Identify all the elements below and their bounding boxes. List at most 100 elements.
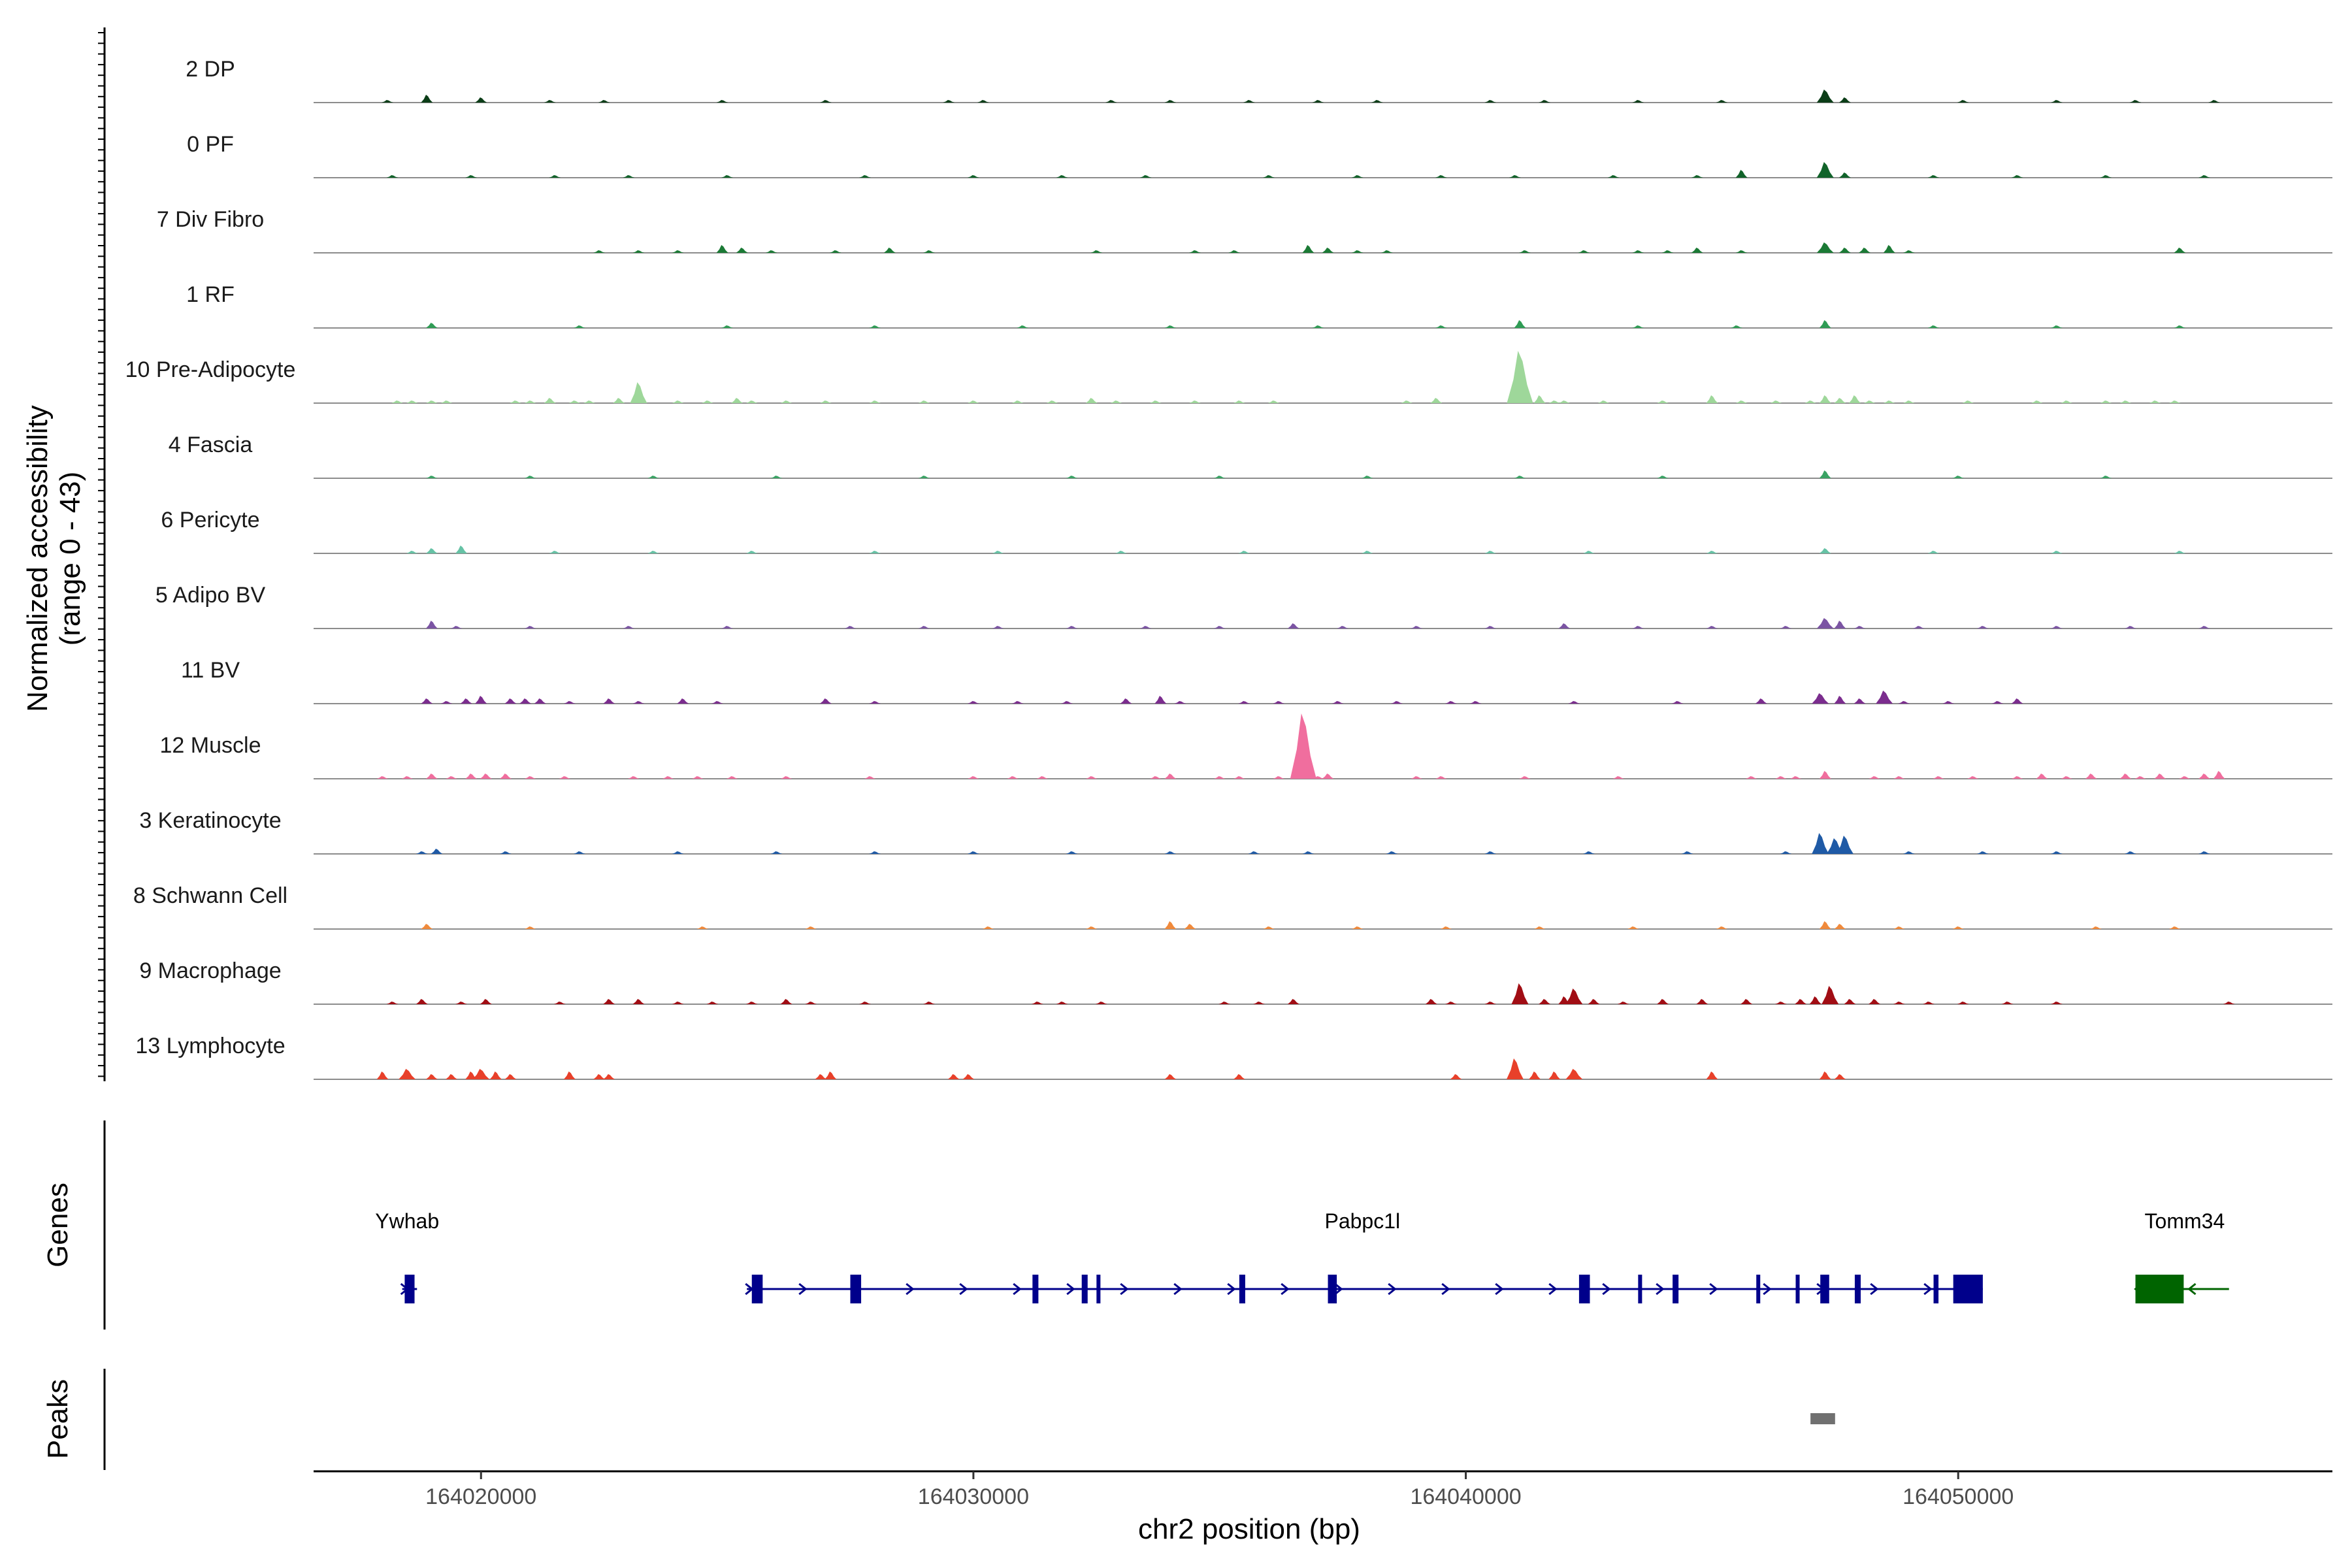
coverage-peak bbox=[1435, 776, 1447, 779]
coverage-peak bbox=[1322, 774, 1334, 779]
coverage-peak bbox=[869, 325, 881, 328]
coverage-peak bbox=[962, 1074, 975, 1079]
track-label: 4 Fascia bbox=[169, 433, 253, 457]
coverage-peak bbox=[1991, 701, 2004, 704]
coverage-peak bbox=[1903, 851, 1915, 854]
coverage-peak bbox=[1287, 623, 1299, 629]
coverage-peak bbox=[446, 1074, 458, 1079]
coverage-peak bbox=[1876, 691, 1893, 704]
exon bbox=[1820, 1275, 1829, 1303]
coverage-peak bbox=[440, 701, 453, 704]
coverage-peak bbox=[549, 551, 561, 553]
coverage-peak bbox=[2198, 175, 2211, 178]
coverage-peak bbox=[1898, 701, 1910, 704]
coverage-peak bbox=[1110, 400, 1122, 403]
coverage-peak bbox=[2085, 774, 2097, 779]
coverage-peak bbox=[1661, 250, 1674, 253]
coverage-peak bbox=[2050, 551, 2063, 553]
coverage-peak bbox=[677, 698, 689, 704]
coverage-peak bbox=[1066, 476, 1078, 478]
coverage-peak bbox=[450, 626, 463, 629]
coverage-peak bbox=[805, 1002, 817, 1004]
coverage-peak bbox=[1740, 999, 1753, 1004]
gene-label: Pabpc1l bbox=[1324, 1209, 1400, 1233]
coverage-peak bbox=[1632, 626, 1644, 629]
track: 3 Keratinocyte bbox=[139, 808, 2332, 855]
coverage-peak bbox=[499, 851, 512, 854]
gene-model: Ywhab bbox=[375, 1209, 439, 1303]
coverage-peak bbox=[1331, 701, 1344, 704]
gene-label: Ywhab bbox=[375, 1209, 439, 1233]
exon bbox=[1756, 1275, 1761, 1303]
coverage-peak bbox=[1290, 713, 1316, 779]
coverage-peak bbox=[1248, 851, 1260, 854]
coverage-peak bbox=[1430, 398, 1443, 403]
coverage-peak bbox=[573, 325, 585, 328]
coverage-peak bbox=[475, 97, 487, 103]
track-label: 8 Schwann Cell bbox=[133, 883, 287, 908]
coverage-peak bbox=[425, 476, 438, 478]
coverage-peak bbox=[1957, 1002, 1969, 1004]
coverage-peak bbox=[943, 100, 955, 103]
coverage-peak bbox=[431, 849, 443, 854]
coverage-peak bbox=[386, 1002, 399, 1004]
strand-chevron bbox=[1656, 1282, 1665, 1296]
coverage-peak bbox=[1361, 551, 1373, 553]
coverage-peak bbox=[1731, 325, 1743, 328]
coverage-peak bbox=[1514, 476, 1526, 478]
coverage-peak bbox=[1322, 248, 1334, 253]
strand-chevron bbox=[798, 1282, 808, 1296]
coverage-peak bbox=[406, 400, 418, 403]
coverage-peak bbox=[1011, 400, 1024, 403]
coverage-peak bbox=[603, 999, 615, 1004]
coverage-peak bbox=[918, 476, 930, 478]
coverage-peak bbox=[1425, 999, 1437, 1004]
coverage-peak bbox=[1263, 926, 1275, 929]
coverage-peak bbox=[2125, 626, 2136, 629]
coverage-peak bbox=[401, 776, 414, 779]
coverage-peak bbox=[1848, 395, 1861, 403]
coverage-peak bbox=[1952, 476, 1965, 478]
x-tick-label: 164020000 bbox=[425, 1484, 536, 1509]
coverage-peak bbox=[1174, 701, 1186, 704]
coverage-peak bbox=[1529, 1071, 1541, 1079]
coverage-peak bbox=[1816, 618, 1834, 629]
coverage-peak bbox=[2198, 851, 2211, 854]
coverage-peak bbox=[716, 100, 728, 103]
coverage-peak bbox=[1066, 626, 1078, 629]
coverage-peak bbox=[1883, 245, 1895, 253]
coverage-peak bbox=[1844, 999, 1856, 1004]
genes-panel-label: Genes bbox=[42, 1183, 74, 1267]
track: 2 DP bbox=[186, 57, 2332, 103]
coverage-peak bbox=[819, 400, 832, 403]
coverage-peak bbox=[859, 1002, 872, 1004]
strand-chevron bbox=[2187, 1282, 2197, 1296]
coverage-peak bbox=[869, 851, 881, 854]
coverage-peak bbox=[1854, 626, 1866, 629]
coverage-peak bbox=[1120, 698, 1132, 704]
coverage-peak bbox=[967, 175, 979, 178]
coverage-peak bbox=[1927, 551, 1940, 553]
coverage-peak bbox=[1681, 851, 1693, 854]
coverage-peak bbox=[1716, 926, 1728, 929]
coverage-peak bbox=[1706, 1071, 1718, 1079]
coverage-peak bbox=[480, 999, 492, 1004]
coverage-peak bbox=[553, 1002, 566, 1004]
coverage-peak bbox=[549, 175, 561, 178]
coverage-peak bbox=[1657, 476, 1669, 478]
coverage-peak bbox=[745, 400, 758, 403]
gene-annotation-track: Ywhab Pabpc1l Tomm34 bbox=[375, 1209, 2229, 1303]
coverage-peak bbox=[1933, 776, 1945, 779]
coverage-peak bbox=[647, 476, 660, 478]
track: 10 Pre-Adipocyte bbox=[125, 351, 2332, 404]
coverage-peak bbox=[2061, 776, 2073, 779]
coverage-peak bbox=[613, 398, 625, 403]
coverage-peak bbox=[721, 325, 734, 328]
coverage-peak bbox=[1519, 250, 1531, 253]
coverage-peak bbox=[632, 701, 645, 704]
coverage-peak bbox=[1582, 551, 1595, 553]
coverage-peak bbox=[1507, 351, 1533, 403]
coverage-peak bbox=[1735, 170, 1748, 178]
coverage-peak bbox=[1164, 100, 1177, 103]
